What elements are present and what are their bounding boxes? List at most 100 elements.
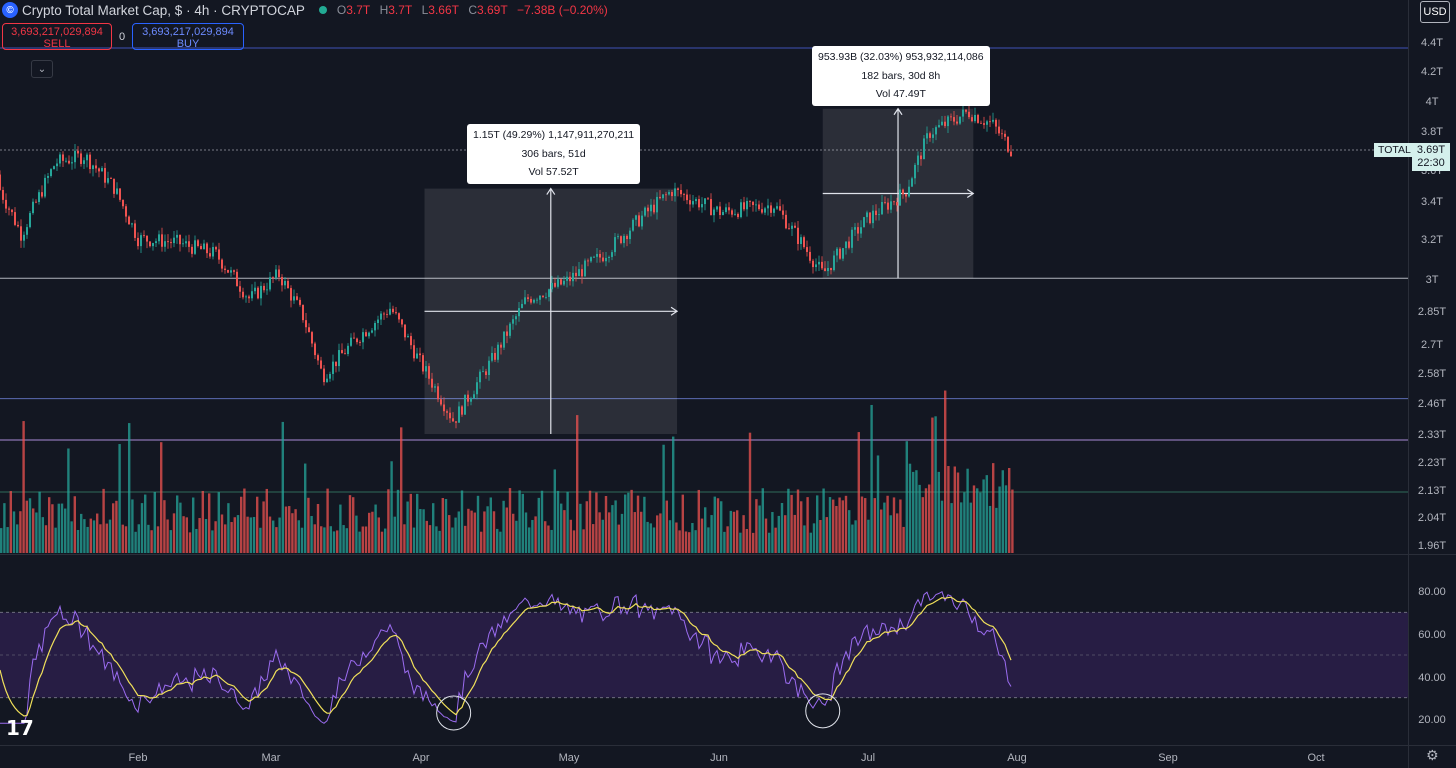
candle-body [935,127,937,135]
volume-bar [873,498,876,553]
buy-label: BUY [176,38,200,50]
candle-body [464,394,466,415]
volume-bar [752,532,755,553]
candle-body [188,241,190,247]
candle-body [722,211,724,216]
buy-button[interactable]: 3,693,217,029,894 BUY [132,23,244,50]
candle-body [116,188,118,194]
volume-bar [790,494,793,553]
volume-bar [320,526,323,553]
candle-body [362,332,364,343]
volume-bar [633,512,636,553]
candle-body [8,208,10,210]
high-label: H [379,3,389,17]
volume-bar [348,495,352,553]
volume-bar [697,489,700,553]
candle-body [665,194,667,196]
volume-bar [787,488,790,553]
candle-body [35,201,37,203]
volume-bar [352,497,355,553]
candle-body [644,207,646,216]
volume-bar [892,497,896,553]
volume-bar [448,515,451,553]
candle-body [983,123,985,125]
candle-body [191,246,193,254]
candle-body [272,277,274,278]
candle-body [749,201,751,202]
spread-value: 0 [119,31,126,43]
time-axis-tick: Apr [412,752,429,764]
candle-body [473,394,475,399]
volume-bar [438,530,441,553]
candle-body [251,291,253,299]
volume-bar [464,525,467,553]
volume-bar [380,531,384,553]
candle-body [965,109,967,112]
candle-body [107,178,109,183]
volume-bar [998,486,1001,553]
candle-body [908,186,910,197]
close-label: C [468,3,477,17]
candle-body [239,286,241,292]
volume-bar [521,493,524,553]
price-candles [0,105,1012,429]
measure-2-line3: Vol 47.49T [875,88,926,100]
measure-1-line2: 306 bars, 51d [521,147,586,160]
candle-body [338,350,340,367]
candle-body [581,269,583,277]
candle-body [791,225,793,229]
volume-bar [592,524,595,553]
volume-bar [278,517,281,553]
candle-body [434,386,436,388]
volume-bar [780,502,784,553]
volume-bar [355,515,358,553]
volume-bar [128,423,131,553]
candle-body [134,223,136,238]
candle-body [794,225,796,228]
candle-body [524,297,526,304]
currency-button[interactable]: USD [1420,1,1450,23]
candle-body [698,199,700,208]
measure-right-arrow-2 [966,189,975,199]
volume-bar [742,515,745,553]
low-value: 3.66T [428,3,459,17]
tradingview-logo[interactable]: 17 [6,716,34,740]
candle-body [557,279,559,287]
sell-button[interactable]: 3,693,217,029,894 SELL [2,23,112,50]
volume-bar [198,518,201,553]
collapse-legend-button[interactable]: ⌄ [31,60,53,78]
candle-body [440,399,442,405]
candle-body [950,116,952,118]
candle-body [5,199,7,209]
volume-bar [585,501,588,553]
candle-body [314,343,316,356]
candle-body [812,260,814,268]
symbol-title[interactable]: Crypto Total Market Cap, $ · 4h · CRYPTO… [22,2,305,18]
candle-body [137,237,139,247]
candle-body [740,202,742,218]
volume-bar [611,505,614,553]
candle-body [497,344,499,360]
volume-bar [361,526,364,553]
candle-body [830,267,832,271]
candle-body [206,243,208,254]
volume-bar [211,530,214,553]
volume-bar [32,508,35,553]
candle-body [980,122,982,124]
candle-body [62,154,64,161]
candle-body [317,355,319,361]
candle-body [410,336,412,346]
volume-bar [144,494,147,553]
volume-bar [336,530,339,553]
price-axis-tick: 2.23T [1418,457,1446,469]
volume-bar [956,472,960,553]
volume-bar [163,500,166,553]
candle-body [986,121,988,125]
volume-bar [614,500,617,553]
candle-body [842,248,844,259]
volume-bar [515,520,518,553]
volume-bar [217,492,220,553]
candle-body [758,204,760,210]
settings-icon[interactable]: ⚙ [1426,747,1439,763]
